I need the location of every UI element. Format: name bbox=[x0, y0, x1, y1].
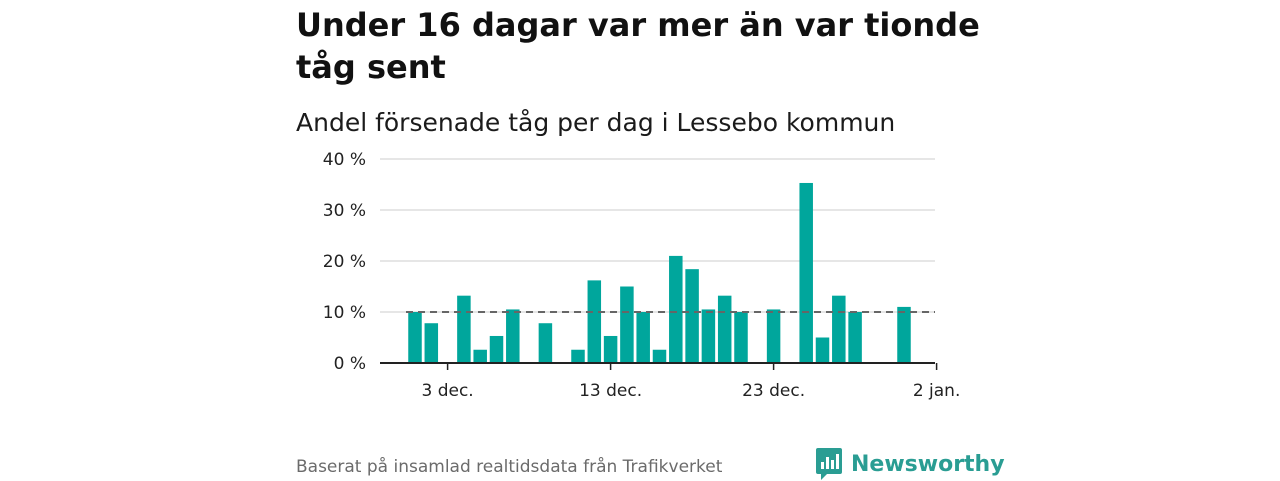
y-tick-label: 10 % bbox=[323, 303, 366, 323]
bar[interactable] bbox=[587, 280, 602, 363]
chart-title: Under 16 dagar var mer än var tionde tåg… bbox=[296, 6, 980, 86]
newsworthy-logo-icon bbox=[816, 448, 842, 480]
x-tick-label: 3 dec. bbox=[421, 381, 473, 401]
y-tick-label: 0 % bbox=[334, 354, 366, 374]
newsworthy-brand[interactable]: Newsworthy bbox=[815, 447, 1005, 481]
x-tick-label: 13 dec. bbox=[579, 381, 642, 401]
gridlines bbox=[380, 158, 935, 313]
y-tick-label: 20 % bbox=[323, 252, 366, 272]
y-tick-label: 40 % bbox=[323, 150, 366, 170]
bar[interactable] bbox=[538, 323, 553, 363]
bar[interactable] bbox=[636, 312, 650, 363]
y-axis-ticks: 0 % 10 % 20 % 30 % 40 % bbox=[323, 150, 366, 374]
bar[interactable] bbox=[603, 335, 618, 363]
x-tick-label: 23 dec. bbox=[742, 381, 805, 401]
bar[interactable] bbox=[832, 295, 846, 363]
bar[interactable] bbox=[652, 349, 667, 363]
bar[interactable] bbox=[799, 182, 813, 363]
bar[interactable] bbox=[734, 312, 748, 363]
bar[interactable] bbox=[457, 295, 471, 363]
bar[interactable] bbox=[571, 349, 585, 363]
bar[interactable] bbox=[815, 337, 830, 364]
chart-subtitle: Andel försenade tåg per dag i Lessebo ko… bbox=[296, 108, 896, 137]
brand-name: Newsworthy bbox=[851, 451, 1005, 477]
bar[interactable] bbox=[766, 309, 781, 363]
x-axis-ticks: 3 dec. 13 dec. 23 dec. 2 jan. bbox=[421, 363, 960, 401]
bar[interactable] bbox=[669, 255, 683, 363]
bar[interactable] bbox=[717, 295, 732, 363]
bar-chart: 0 % 10 % 20 % 30 % 40 % 3 dec. 13 dec. 23 dec.… bbox=[323, 150, 961, 401]
bar[interactable] bbox=[685, 269, 699, 363]
bar[interactable] bbox=[701, 309, 716, 363]
bar[interactable] bbox=[473, 349, 487, 363]
bar[interactable] bbox=[506, 309, 520, 363]
bar[interactable] bbox=[489, 335, 504, 363]
source-note: Baserat på insamlad realtidsdata från Tr… bbox=[296, 457, 723, 477]
bar[interactable] bbox=[897, 306, 911, 363]
x-tick-label: 2 jan. bbox=[913, 381, 961, 401]
y-tick-label: 30 % bbox=[323, 201, 366, 221]
bar[interactable] bbox=[620, 286, 634, 364]
bar[interactable] bbox=[424, 323, 439, 363]
bar[interactable] bbox=[408, 312, 422, 363]
bars bbox=[408, 182, 911, 364]
bar[interactable] bbox=[848, 312, 862, 363]
